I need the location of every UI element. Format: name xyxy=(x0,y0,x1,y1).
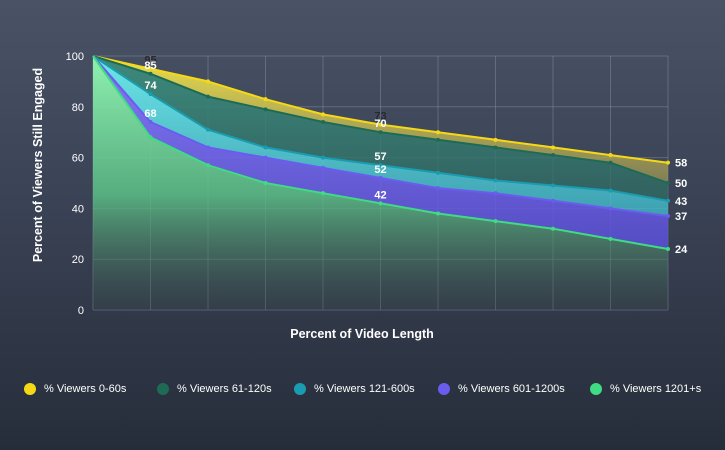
point-series-0-1 xyxy=(148,66,153,71)
point-series-1-7 xyxy=(493,145,498,150)
y-tick-label-80: 80 xyxy=(72,102,84,114)
point-series-4-8 xyxy=(551,226,555,231)
legend-item-121-600s[interactable]: % Viewers 121-600s xyxy=(294,383,415,395)
point-series-4-2 xyxy=(206,163,210,168)
data-label-series-2-10: 43 xyxy=(675,196,687,208)
point-series-2-6 xyxy=(436,170,440,175)
legend-label-121-600s: % Viewers 121-600s xyxy=(314,383,415,395)
point-series-2-4 xyxy=(321,155,325,160)
point-series-3-3 xyxy=(263,155,268,160)
point-series-1-10 xyxy=(666,181,670,185)
legend-item-0-60s[interactable]: % Viewers 0-60s xyxy=(24,383,126,395)
legend-swatch-601-1200s xyxy=(438,383,450,395)
y-tick-label-100: 100 xyxy=(66,51,84,63)
area-series-1 xyxy=(93,56,668,201)
point-series-1-8 xyxy=(551,153,555,158)
data-label-series-3-5: 52 xyxy=(374,164,386,176)
legend-label-61-120s: % Viewers 61-120s xyxy=(177,383,272,395)
point-series-1-3 xyxy=(263,107,268,112)
point-series-3-6 xyxy=(436,186,440,191)
point-series-0-3 xyxy=(263,97,268,102)
legend-swatch-1201s xyxy=(590,383,602,395)
area-series-2 xyxy=(93,56,668,216)
data-label-series-3-10: 37 xyxy=(675,211,687,223)
data-label-series-0-10: 58 xyxy=(675,158,687,170)
y-tick-labels: 0 20 40 60 80 100 xyxy=(66,51,84,317)
point-series-1-2 xyxy=(206,94,210,99)
point-series-4-9 xyxy=(608,236,613,241)
legend-item-601-1200s[interactable]: % Viewers 601-1200s xyxy=(438,383,565,395)
point-series-1-6 xyxy=(436,137,440,142)
point-series-3-2 xyxy=(206,145,210,150)
point-series-3-5 xyxy=(378,175,383,180)
data-label-series-0-1: 95 xyxy=(144,55,156,67)
legend-item-61-120s[interactable]: % Viewers 61-120s xyxy=(157,383,272,395)
point-series-3-8 xyxy=(551,198,555,203)
point-series-4-7 xyxy=(493,219,498,224)
area-series-4 xyxy=(93,56,668,310)
y-tick-label-20: 20 xyxy=(72,254,84,266)
point-series-3-7 xyxy=(493,191,498,196)
legend: % Viewers 0-60s % Viewers 61-120s % View… xyxy=(0,383,725,401)
point-series-0-7 xyxy=(493,137,498,142)
data-label-series-4-10: 24 xyxy=(675,244,688,256)
point-series-0-6 xyxy=(436,130,440,135)
point-series-0-5 xyxy=(378,122,383,127)
data-labels: 95 73 58 85 70 50 74 57 43 68 52 37 42 24 xyxy=(144,55,688,256)
point-series-4-6 xyxy=(436,211,440,216)
point-series-2-8 xyxy=(551,183,555,188)
data-label-series-2-5: 57 xyxy=(374,151,386,163)
point-series-4-4 xyxy=(321,191,325,196)
data-label-series-1-10: 50 xyxy=(675,178,687,190)
point-series-3-1 xyxy=(148,120,153,125)
data-points xyxy=(148,66,670,252)
area-series-3 xyxy=(93,56,668,249)
data-label-series-1-5: 70 xyxy=(374,118,386,130)
point-series-2-10 xyxy=(666,198,670,203)
point-series-2-7 xyxy=(493,178,498,183)
point-series-1-5 xyxy=(378,130,383,135)
legend-label-601-1200s: % Viewers 601-1200s xyxy=(458,383,565,395)
y-tick-label-40: 40 xyxy=(72,203,84,215)
point-series-2-2 xyxy=(206,127,210,132)
point-series-0-9 xyxy=(608,153,613,158)
data-label-series-2-1: 74 xyxy=(144,80,157,92)
legend-swatch-0-60s xyxy=(24,383,36,395)
point-series-2-3 xyxy=(263,145,268,150)
point-series-4-1 xyxy=(148,135,153,140)
point-series-3-4 xyxy=(321,165,325,170)
data-label-series-3-1: 68 xyxy=(144,108,156,120)
legend-swatch-61-120s xyxy=(157,383,169,395)
legend-swatch-121-600s xyxy=(294,383,306,395)
data-label-series-0-5: 73 xyxy=(374,111,386,123)
x-axis-label: Percent of Video Length xyxy=(290,327,434,341)
legend-label-1201s: % Viewers 1201+s xyxy=(610,383,702,395)
point-series-1-4 xyxy=(321,120,325,125)
point-series-1-1 xyxy=(148,71,153,76)
point-series-1-9 xyxy=(608,160,613,165)
point-series-2-5 xyxy=(378,163,383,168)
point-series-0-2 xyxy=(206,79,210,84)
point-series-3-10 xyxy=(666,214,670,219)
y-tick-label-0: 0 xyxy=(78,305,84,317)
y-axis-label: Percent of Viewers Still Engaged xyxy=(31,67,45,263)
point-series-4-10 xyxy=(666,247,670,252)
y-tick-label-60: 60 xyxy=(72,153,84,165)
point-series-0-4 xyxy=(321,112,325,117)
legend-item-1201s[interactable]: % Viewers 1201+s xyxy=(590,383,701,395)
point-series-0-8 xyxy=(551,145,555,150)
data-label-series-4-5: 42 xyxy=(374,189,386,201)
legend-label-0-60s: % Viewers 0-60s xyxy=(44,383,127,395)
point-series-4-3 xyxy=(263,181,268,185)
point-series-2-1 xyxy=(148,92,153,97)
point-series-4-5 xyxy=(378,201,383,206)
data-label-series-1-1: 85 xyxy=(144,60,156,72)
point-series-2-9 xyxy=(608,188,613,193)
point-series-3-9 xyxy=(608,206,613,211)
point-series-0-10 xyxy=(666,160,670,165)
